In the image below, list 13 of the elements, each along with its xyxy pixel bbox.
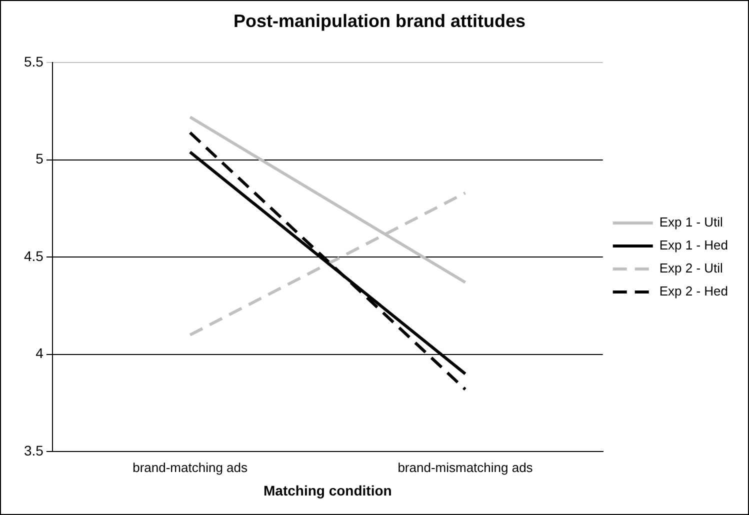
y-tick-label: 4.5 (24, 248, 44, 264)
x-axis-title: Matching condition (263, 482, 392, 498)
x-tick-label: brand-matching ads (132, 460, 248, 475)
legend-label: Exp 1 - Hed (659, 238, 728, 253)
legend-label: Exp 2 - Hed (659, 284, 728, 299)
chart-title: Post-manipulation brand attitudes (233, 10, 526, 31)
x-tick-label: brand-mismatching ads (398, 460, 534, 475)
y-tick-label: 5 (36, 150, 44, 167)
legend-label: Exp 1 - Util (659, 214, 724, 230)
y-tick-label: 4 (36, 345, 44, 362)
legend-label: Exp 2 - Util (659, 260, 724, 276)
y-tick-label: 5.5 (24, 53, 44, 70)
y-tick-label: 3.5 (24, 442, 44, 458)
